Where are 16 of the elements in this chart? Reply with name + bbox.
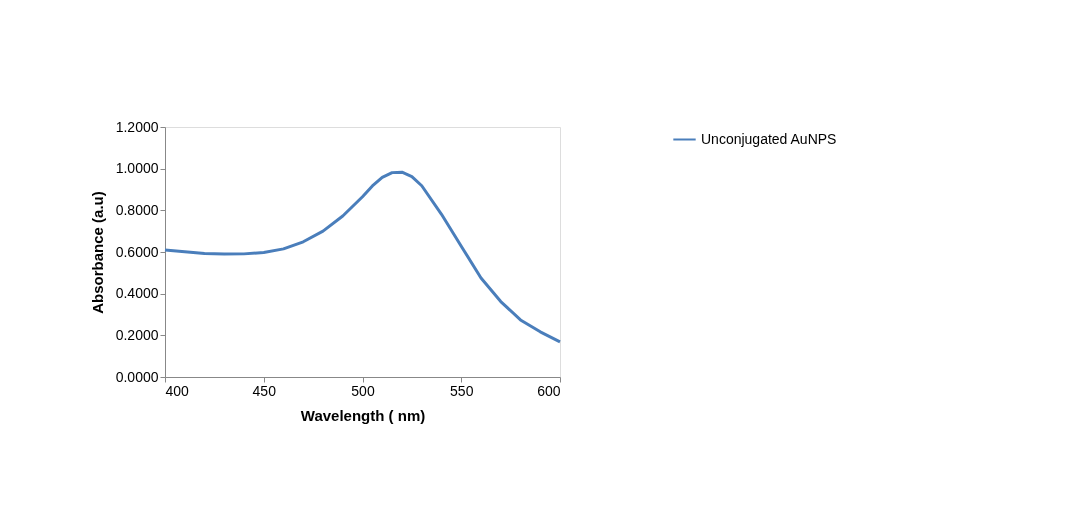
y-tick-label: 1.0000 <box>115 160 159 177</box>
y-axis-title: Absorbance (a.u) <box>88 191 106 314</box>
y-tick-label: 0.6000 <box>115 243 159 260</box>
x-tick-label: 400 <box>165 382 190 399</box>
x-tick-label: 450 <box>252 382 277 399</box>
x-axis-title: Wavelength ( nm) <box>300 406 426 424</box>
y-tick-label: 0.8000 <box>115 201 159 218</box>
legend-label: Unconjugated AuNPS <box>701 130 837 147</box>
x-tick-label: 550 <box>450 382 474 399</box>
y-tick-label: 0.2000 <box>115 326 159 343</box>
y-tick-label: 0.4000 <box>115 285 159 302</box>
y-tick-label: 1.2000 <box>115 118 159 135</box>
x-tick-label: 500 <box>351 382 375 399</box>
line-series <box>163 170 562 344</box>
y-tick-label: 0.0000 <box>115 368 159 385</box>
x-tick-label: 600 <box>537 382 561 399</box>
